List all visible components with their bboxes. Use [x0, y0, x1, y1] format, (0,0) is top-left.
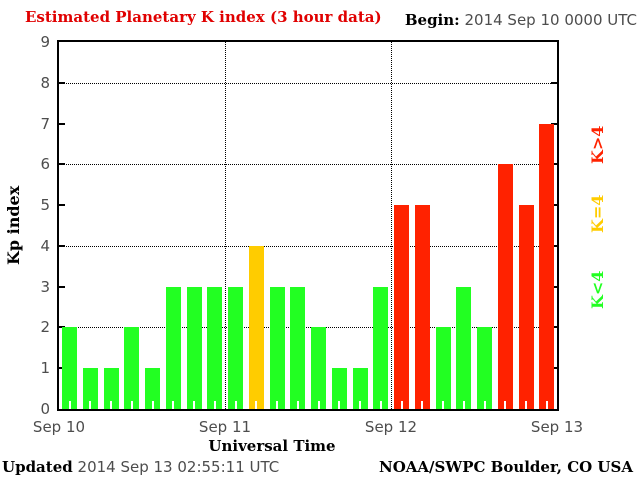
- kp-bar-13-value-1: [331, 368, 347, 409]
- bar-base-tick: [296, 401, 299, 409]
- gridline-y-6: [59, 164, 557, 166]
- begin-label: Begin:: [404, 11, 460, 29]
- y-tick-left-4: [59, 244, 65, 247]
- kp-bar-9-value-4: [248, 245, 264, 409]
- kp-bar-22-value-5: [518, 205, 534, 409]
- updated-label: Updated: [2, 458, 73, 476]
- plot-area: [57, 40, 559, 411]
- kp-bar-2-value-1: [103, 368, 119, 409]
- y-tick-label-2: 2: [40, 318, 50, 337]
- x-tick-label-sep-13: Sep 13: [530, 418, 584, 436]
- y-tick-label-1: 1: [40, 359, 50, 378]
- kp-bar-7-value-3: [207, 286, 223, 409]
- x-axis-label: Universal Time: [208, 437, 336, 455]
- legend-item-k-eq-4: K=4: [588, 194, 607, 234]
- gridline-y-4: [59, 245, 557, 247]
- kp-bar-4-value-1: [145, 368, 160, 409]
- x-tick-label-sep-10: Sep 10: [32, 418, 86, 436]
- bar-base-tick: [234, 401, 237, 409]
- legend: K>4 K=4 K<4: [588, 0, 620, 480]
- bar-base-tick: [359, 401, 361, 409]
- bar-base-tick: [504, 401, 507, 409]
- bar-base-tick: [130, 401, 133, 409]
- kp-bar-11-value-3: [290, 286, 306, 409]
- bar-base-tick: [442, 401, 444, 409]
- bar-base-tick: [89, 401, 92, 409]
- y-tick-label-7: 7: [40, 114, 50, 133]
- y-tick-left-7: [59, 122, 65, 125]
- legend-item-k-lt-4: K<4: [588, 270, 607, 310]
- kp-bar-18-value-2: [435, 327, 451, 409]
- bar-base-tick: [255, 401, 258, 409]
- day-boundary-line-Sep 11: [225, 42, 226, 409]
- bar-base-tick: [317, 401, 320, 409]
- kp-bar-23-value-7: [539, 123, 555, 409]
- updated-value: 2014 Sep 13 02:55:11 UTC: [77, 458, 280, 476]
- bar-base-tick: [68, 401, 71, 409]
- bar-base-tick: [462, 401, 465, 409]
- credit-text: NOAA/SWPC Boulder, CO USA: [378, 458, 633, 476]
- y-tick-left-8: [59, 81, 65, 84]
- y-tick-left-3: [59, 285, 65, 288]
- chart-title: Estimated Planetary K index (3 hour data…: [25, 8, 382, 26]
- day-boundary-line-Sep 12: [391, 42, 392, 409]
- x-axis-tick-labels: Sep 10 Sep 11 Sep 12 Sep 13: [33, 418, 583, 436]
- y-tick-label-3: 3: [40, 277, 50, 296]
- kp-bar-15-value-3: [373, 286, 389, 409]
- kp-bar-21-value-6: [497, 164, 513, 409]
- y-tick-label-8: 8: [40, 73, 50, 92]
- y-tick-left-2: [59, 326, 65, 329]
- bar-base-tick: [421, 401, 424, 409]
- y-tick-right-8: [551, 81, 557, 84]
- bar-base-tick: [172, 401, 175, 409]
- x-tick-label-sep-11: Sep 11: [198, 418, 252, 436]
- kp-bar-17-value-5: [414, 205, 430, 409]
- y-tick-right-7: [551, 122, 557, 125]
- y-axis-tick-labels: 0 1 2 3 4 5 6 7 8 9: [20, 33, 50, 418]
- updated-timestamp: Updated 2014 Sep 13 02:55:11 UTC: [2, 458, 279, 476]
- kp-bar-8-value-3: [228, 286, 243, 409]
- kp-bar-3-value-2: [124, 327, 140, 409]
- kp-bar-0-value-2: [62, 327, 77, 409]
- kp-bar-20-value-2: [477, 327, 492, 409]
- begin-line: Begin: 2014 Sep 10 0000 UTC: [405, 11, 637, 29]
- y-tick-label-4: 4: [40, 236, 50, 255]
- bar-base-tick: [400, 401, 403, 409]
- bar-base-tick: [276, 401, 278, 409]
- y-tick-label-0: 0: [40, 400, 50, 418]
- kp-bar-14-value-1: [352, 368, 368, 409]
- gridline-y-8: [59, 82, 557, 84]
- bar-base-tick: [525, 401, 527, 409]
- kp-bar-19-value-3: [456, 286, 472, 409]
- kp-bar-10-value-3: [269, 286, 285, 409]
- gridline-y-2: [59, 327, 557, 329]
- y-tick-label-6: 6: [40, 155, 50, 174]
- y-tick-label-9: 9: [40, 33, 50, 51]
- begin-value: 2014 Sep 10 0000 UTC: [464, 11, 637, 29]
- bar-base-tick: [151, 401, 154, 409]
- bar-base-tick: [545, 401, 548, 409]
- kp-bar-1-value-1: [82, 368, 98, 409]
- bar-base-tick: [379, 401, 382, 409]
- bar-base-tick: [213, 401, 216, 409]
- bar-base-tick: [193, 401, 195, 409]
- kp-bar-16-value-5: [394, 205, 409, 409]
- kp-bar-12-value-2: [311, 327, 326, 409]
- kp-bar-5-value-3: [165, 286, 181, 409]
- y-tick-left-6: [59, 163, 65, 166]
- kp-bar-6-value-3: [186, 286, 202, 409]
- bar-base-tick: [110, 401, 112, 409]
- y-tick-left-5: [59, 204, 65, 207]
- y-tick-label-5: 5: [40, 196, 50, 215]
- bar-base-tick: [338, 401, 341, 409]
- bar-base-tick: [483, 401, 486, 409]
- x-tick-label-sep-12: Sep 12: [364, 418, 418, 436]
